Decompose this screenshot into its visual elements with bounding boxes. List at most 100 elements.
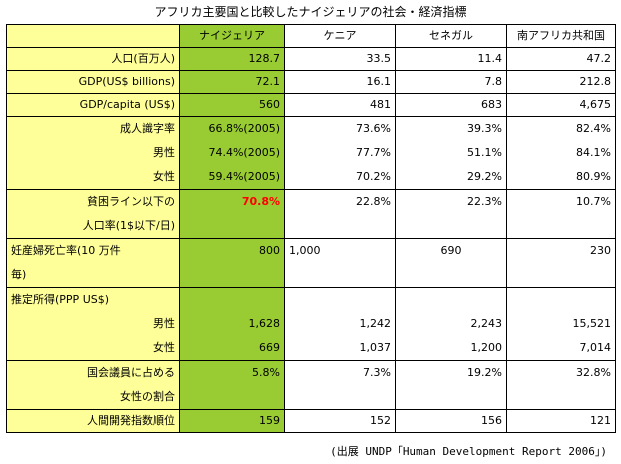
header-blank bbox=[6, 24, 180, 48]
cell-senegal: 2,243 1,200 bbox=[395, 287, 507, 361]
poverty-value: 22.8% bbox=[356, 195, 391, 208]
cell-south-africa: 10.7% bbox=[506, 189, 616, 239]
table-row: 推定所得(PPP US$) 男性 女性 1,628 669 1,242 1,03… bbox=[6, 287, 616, 361]
row-label-maternal-2: 毎) bbox=[11, 268, 27, 281]
cell-kenya: 481 bbox=[284, 93, 396, 117]
row-label-population: 人口(百万人) bbox=[6, 47, 180, 71]
table-row: 人口(百万人) 128.7 33.5 11.4 47.2 bbox=[6, 47, 616, 71]
literacy-value: 73.6% bbox=[356, 122, 391, 135]
cell-south-africa: 121 bbox=[506, 409, 616, 433]
cell-senegal: 7.8 bbox=[395, 70, 507, 94]
row-label-literacy-female: 女性 bbox=[153, 170, 175, 183]
cell-senegal: 19.2% bbox=[395, 360, 507, 410]
cell-kenya: 7.3% bbox=[284, 360, 396, 410]
income-male-value: 15,521 bbox=[572, 317, 612, 330]
row-label-poverty-1: 貧困ライン以下の bbox=[87, 195, 175, 208]
row-label-income-female: 女性 bbox=[153, 341, 175, 354]
cell-kenya: 152 bbox=[284, 409, 396, 433]
cell-nigeria: 128.7 bbox=[179, 47, 285, 71]
table-row: 成人識字率 男性 女性 66.8%(2005) 74.4%(2005) 59.4… bbox=[6, 116, 616, 190]
cell-senegal: 39.3% 51.1% 29.2% bbox=[395, 116, 507, 190]
poverty-value: 22.3% bbox=[467, 195, 502, 208]
parliament-value: 7.3% bbox=[363, 366, 391, 379]
table-row: GDP(US$ billions) 72.1 16.1 7.8 212.8 bbox=[6, 70, 616, 94]
header-south-africa: 南アフリカ共和国 bbox=[506, 24, 616, 48]
literacy-female-value: 29.2% bbox=[467, 170, 502, 183]
header-nigeria: ナイジェリア bbox=[179, 24, 285, 48]
cell-nigeria: 72.1 bbox=[179, 70, 285, 94]
table-row: 妊産婦死亡率(10 万件 毎) 800 1,000 690 230 bbox=[6, 238, 616, 288]
header-row: ナイジェリア ケニア セネガル 南アフリカ共和国 bbox=[6, 24, 616, 48]
header-senegal: セネガル bbox=[395, 24, 507, 48]
cell-south-africa: 15,521 7,014 bbox=[506, 287, 616, 361]
row-label-poverty-2: 人口率(1$以下/日) bbox=[82, 219, 175, 232]
maternal-value: 690 bbox=[440, 244, 462, 257]
cell-nigeria: 560 bbox=[179, 93, 285, 117]
poverty-value: 10.7% bbox=[576, 195, 611, 208]
literacy-value: 66.8%(2005) bbox=[208, 122, 280, 135]
cell-kenya: 16.1 bbox=[284, 70, 396, 94]
table-title: アフリカ主要国と比較したナイジェリアの社会・経済指標 bbox=[154, 5, 467, 19]
literacy-female-value: 80.9% bbox=[576, 170, 611, 183]
row-label-literacy-male: 男性 bbox=[153, 146, 175, 159]
literacy-female-value: 59.4%(2005) bbox=[208, 170, 280, 183]
cell-kenya: 1,000 bbox=[284, 238, 396, 288]
cell-nigeria: 5.8% bbox=[179, 360, 285, 410]
row-label-hdi: 人間開発指数順位 bbox=[6, 409, 180, 433]
income-female-value: 1,200 bbox=[470, 341, 503, 354]
table-row: 貧困ライン以下の 人口率(1$以下/日) 70.8% 22.8% 22.3% 1… bbox=[6, 189, 616, 239]
row-label-income-group: 推定所得(PPP US$) 男性 女性 bbox=[6, 287, 180, 361]
table-row: 人間開発指数順位 159 152 156 121 bbox=[6, 409, 616, 433]
maternal-value: 230 bbox=[590, 244, 611, 257]
maternal-value: 800 bbox=[259, 244, 280, 257]
parliament-value: 19.2% bbox=[467, 366, 502, 379]
poverty-highlight-value: 70.8% bbox=[241, 195, 280, 208]
table-row: GDP/capita (US$) 560 481 683 4,675 bbox=[6, 93, 616, 117]
row-label-gdp: GDP(US$ billions) bbox=[6, 70, 180, 94]
cell-nigeria: 800 bbox=[179, 238, 285, 288]
cell-kenya: 1,242 1,037 bbox=[284, 287, 396, 361]
row-label-gdp-capita: GDP/capita (US$) bbox=[6, 93, 180, 117]
cell-nigeria: 159 bbox=[179, 409, 285, 433]
cell-nigeria: 70.8% bbox=[179, 189, 285, 239]
parliament-value: 5.8% bbox=[252, 366, 280, 379]
cell-south-africa: 230 bbox=[506, 238, 616, 288]
cell-nigeria: 1,628 669 bbox=[179, 287, 285, 361]
cell-senegal: 22.3% bbox=[395, 189, 507, 239]
income-female-value: 7,014 bbox=[579, 341, 612, 354]
cell-senegal: 683 bbox=[395, 93, 507, 117]
cell-south-africa: 82.4% 84.1% 80.9% bbox=[506, 116, 616, 190]
table-row: 国会議員に占める 女性の割合 5.8% 7.3% 19.2% 32.8% bbox=[6, 360, 616, 410]
parliament-value: 32.8% bbox=[576, 366, 611, 379]
maternal-value: 1,000 bbox=[289, 244, 321, 257]
income-female-value: 669 bbox=[259, 341, 280, 354]
cell-kenya: 33.5 bbox=[284, 47, 396, 71]
cell-south-africa: 212.8 bbox=[506, 70, 616, 94]
income-female-value: 1,037 bbox=[359, 341, 392, 354]
literacy-male-value: 77.7% bbox=[356, 146, 391, 159]
income-male-value: 1,242 bbox=[359, 317, 392, 330]
literacy-value: 82.4% bbox=[576, 122, 611, 135]
literacy-male-value: 74.4%(2005) bbox=[208, 146, 280, 159]
cell-senegal: 11.4 bbox=[395, 47, 507, 71]
cell-south-africa: 47.2 bbox=[506, 47, 616, 71]
income-male-value: 2,243 bbox=[470, 317, 503, 330]
literacy-value: 39.3% bbox=[467, 122, 502, 135]
row-label-poverty-group: 貧困ライン以下の 人口率(1$以下/日) bbox=[6, 189, 180, 239]
literacy-female-value: 70.2% bbox=[356, 170, 391, 183]
cell-kenya: 73.6% 77.7% 70.2% bbox=[284, 116, 396, 190]
row-label-parliament-2: 女性の割合 bbox=[120, 390, 175, 403]
indicator-table: ナイジェリア ケニア セネガル 南アフリカ共和国 人口(百万人) 128.7 3… bbox=[6, 24, 616, 433]
cell-kenya: 22.8% bbox=[284, 189, 396, 239]
row-label-income-male: 男性 bbox=[153, 317, 175, 330]
cell-south-africa: 32.8% bbox=[506, 360, 616, 410]
row-label-income: 推定所得(PPP US$) bbox=[11, 293, 110, 306]
row-label-literacy: 成人識字率 bbox=[120, 122, 175, 135]
row-label-parliament-group: 国会議員に占める 女性の割合 bbox=[6, 360, 180, 410]
header-kenya: ケニア bbox=[284, 24, 396, 48]
cell-senegal: 690 bbox=[395, 238, 507, 288]
income-male-value: 1,628 bbox=[248, 317, 281, 330]
cell-south-africa: 4,675 bbox=[506, 93, 616, 117]
literacy-male-value: 84.1% bbox=[576, 146, 611, 159]
source-footnote: (出展 UNDP「Human Development Report 2006」) bbox=[330, 445, 607, 458]
